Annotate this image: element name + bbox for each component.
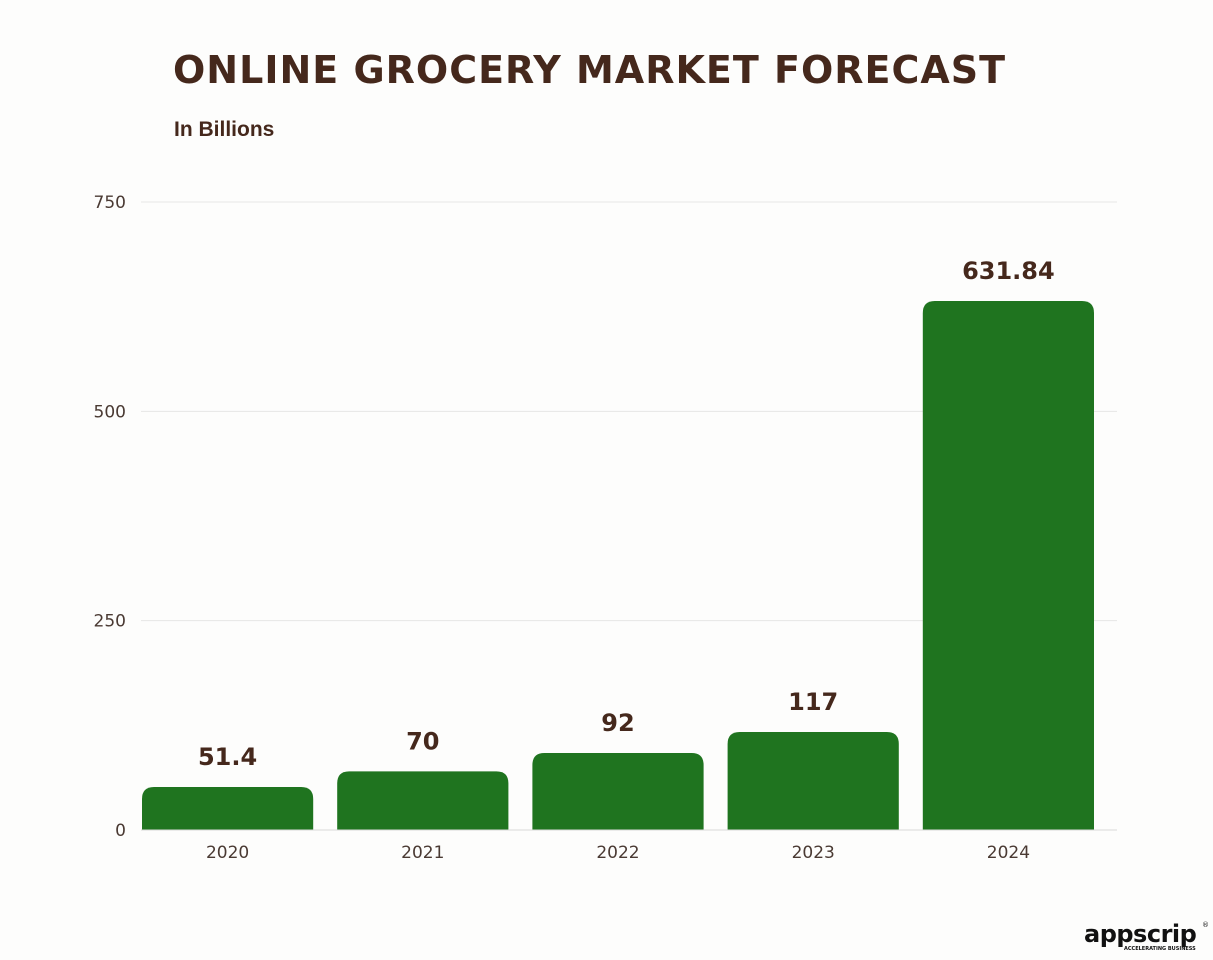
bar-2022 [532, 752, 704, 830]
y-tick-label: 750 [94, 193, 126, 213]
bar-2021 [337, 771, 509, 830]
y-tick-label: 500 [94, 402, 126, 422]
chart-title: ONLINE GROCERY MARKET FORECAST [173, 48, 1007, 92]
bar-2024 [922, 300, 1094, 830]
data-label-2022: 92 [601, 709, 634, 737]
x-tick-label-2020: 2020 [206, 843, 249, 863]
bar-2023 [727, 732, 899, 830]
x-tick-label-2024: 2024 [987, 843, 1030, 863]
data-label-2023: 117 [788, 688, 838, 716]
x-tick-label-2021: 2021 [401, 843, 444, 863]
appscrip-logo: appscrip ACCELERATING BUSINESS ® [1084, 920, 1209, 956]
data-label-2020: 51.4 [198, 743, 257, 771]
bars [142, 300, 1094, 830]
y-axis-ticks: 0 250 500 750 [94, 193, 126, 841]
x-tick-label-2023: 2023 [792, 843, 835, 863]
data-label-2021: 70 [406, 727, 439, 755]
x-axis-ticks: 2020 2021 2022 2023 2024 [206, 843, 1030, 863]
bar-2020 [142, 786, 314, 830]
data-label-2024: 631.84 [962, 257, 1055, 285]
registered-mark-icon: ® [1202, 921, 1209, 929]
logo-tagline: ACCELERATING BUSINESS [1124, 946, 1196, 952]
chart-subtitle: In Billions [174, 118, 275, 141]
logo-wordmark: appscrip [1084, 920, 1197, 948]
data-labels: 51.4 70 92 117 631.84 [198, 257, 1055, 771]
y-tick-label: 250 [94, 612, 126, 632]
x-tick-label-2022: 2022 [596, 843, 639, 863]
y-tick-label: 0 [115, 821, 126, 841]
